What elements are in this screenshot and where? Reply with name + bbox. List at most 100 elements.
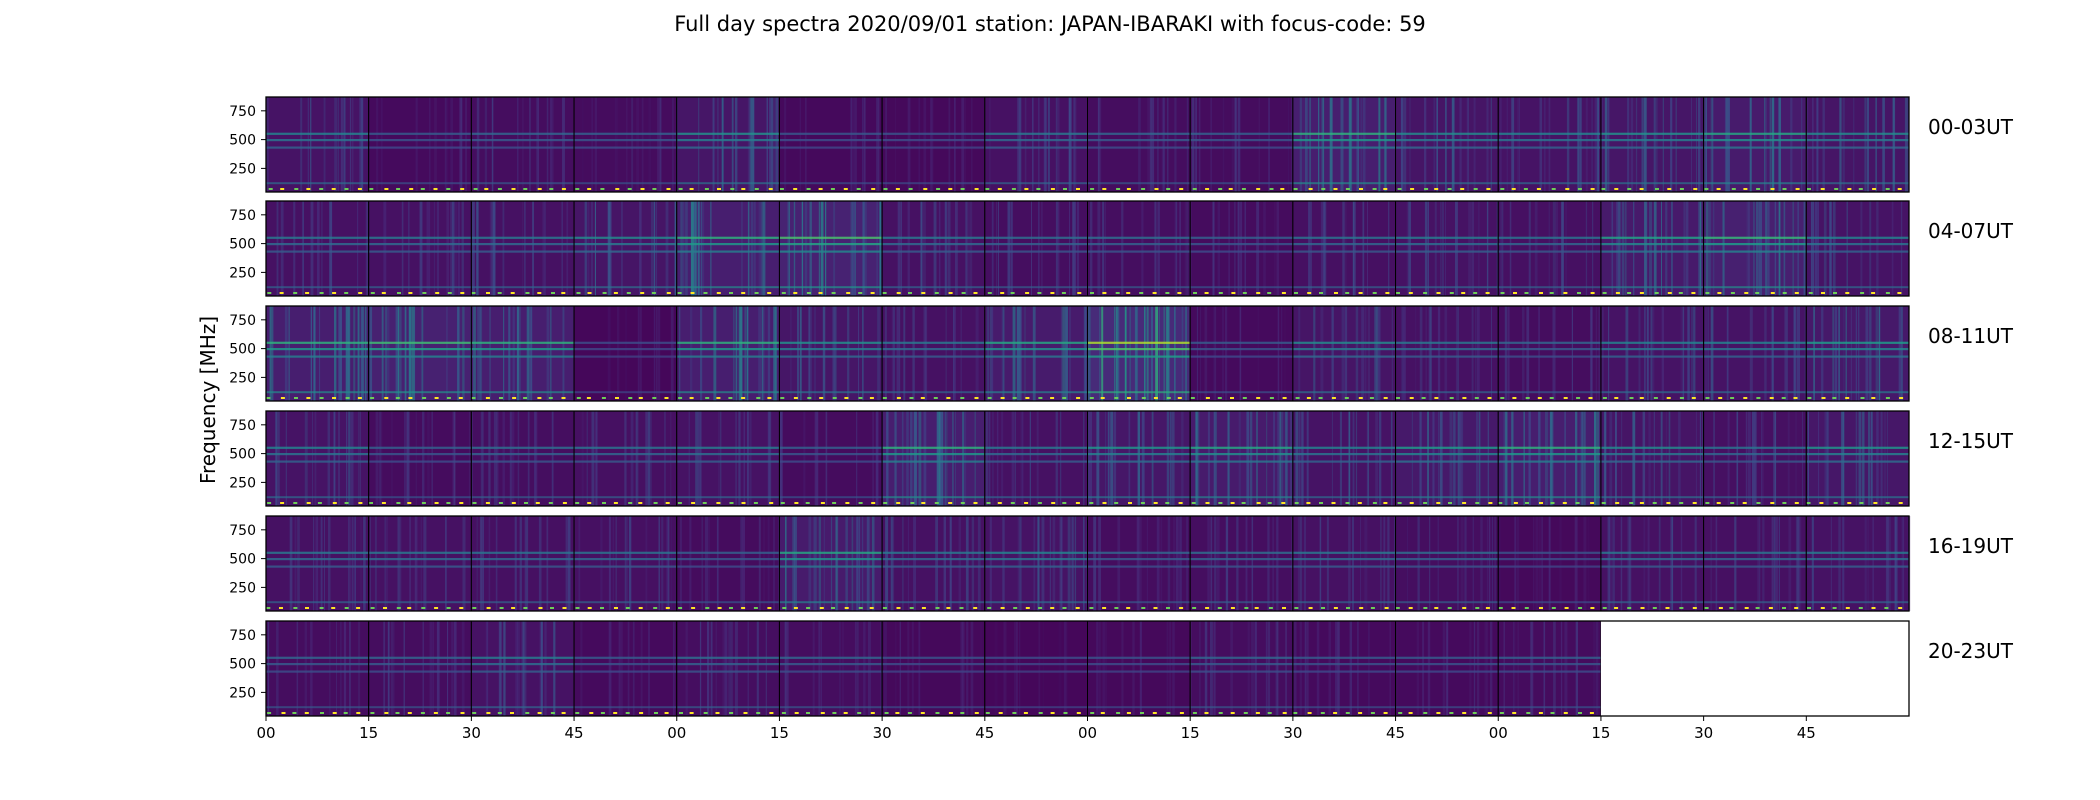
spectrum-marker (1423, 712, 1428, 714)
spectrum-marker (358, 292, 363, 294)
spectrum-marker (997, 502, 1002, 504)
spectrum-streak (1528, 201, 1530, 296)
spectrum-band (1395, 391, 1499, 394)
spectrum-band (779, 565, 883, 568)
spectrum-band (882, 146, 985, 149)
spectrum-marker (628, 397, 633, 399)
spectrum-streak (635, 411, 638, 506)
spectrum-streak (421, 306, 424, 401)
spectrum-marker (1653, 397, 1658, 399)
spectrum-streak (903, 306, 905, 401)
spectrum-streak (699, 411, 702, 506)
spectrum-streak (387, 621, 390, 716)
spectrum-band (984, 446, 1088, 449)
spectrum-marker (384, 188, 389, 190)
spectrum-streak (1345, 306, 1348, 401)
spectrum-marker (458, 397, 463, 399)
spectrum-streak (498, 621, 501, 716)
spectrum-band (471, 182, 575, 185)
spectrum-streak (1644, 201, 1646, 296)
spectrum-streak (1893, 97, 1896, 192)
spectrum-streak (1464, 516, 1466, 611)
spectrum-streak (347, 306, 351, 401)
spectrum-streak (1480, 516, 1483, 611)
spectrum-streak (801, 201, 803, 296)
spectrum-streak (1083, 516, 1085, 611)
spectrum-marker (383, 607, 387, 609)
spectrum-streak (688, 411, 690, 506)
spectrum-streak (1433, 97, 1435, 192)
spectrum-streak (626, 97, 628, 192)
spectrum-marker (561, 188, 566, 190)
spectrum-streak (482, 411, 484, 506)
spectrum-marker (1434, 607, 1439, 609)
spectrum-panel (984, 516, 1088, 611)
spectrum-band (984, 460, 1088, 463)
spectrum-marker (1153, 397, 1158, 399)
spectrum-marker (717, 607, 722, 609)
spectrum-marker (1845, 607, 1850, 609)
spectrum-streak (620, 621, 623, 716)
spectrum-band (882, 706, 985, 709)
spectrum-streak (1453, 411, 1456, 506)
spectrum-marker (1217, 607, 1222, 609)
spectrum-streak (1609, 516, 1612, 611)
spectrum-streak (991, 201, 994, 296)
spectrum-marker (1462, 397, 1467, 399)
spectrum-streak (471, 201, 475, 296)
spectrum-streak (679, 516, 682, 611)
spectrum-marker (1114, 502, 1119, 504)
spectrum-streak (923, 201, 926, 296)
spectrum-streak (1291, 97, 1293, 192)
spectrum-marker (397, 292, 401, 294)
spectrum-marker (279, 292, 284, 294)
spectrum-streak (1832, 306, 1834, 401)
spectrum-marker (1770, 292, 1775, 294)
spectrum-marker (1652, 607, 1657, 609)
spectrum-streak (1057, 201, 1060, 296)
spectrum-streak (1680, 306, 1684, 401)
spectrum-band (368, 236, 472, 239)
spectrum-streak (1254, 621, 1257, 716)
spectrum-streak (1599, 306, 1601, 401)
spectrum-marker (306, 397, 311, 399)
spectrum-streak (710, 621, 713, 716)
spectrum-band (1292, 182, 1396, 185)
row-label: 20-23UT (1928, 639, 2014, 663)
spectrum-streak (1285, 621, 1287, 716)
spectrum-streak (1620, 516, 1623, 611)
spectrum-streak (1057, 97, 1060, 192)
spectrum-band (1806, 146, 1909, 149)
spectrum-panel (1498, 306, 1601, 401)
spectrum-marker (305, 607, 309, 609)
spectrum-streak (1693, 306, 1696, 401)
spectrum-streak (516, 621, 520, 716)
spectrum-marker (1563, 292, 1568, 294)
spectrum-band (1806, 243, 1909, 246)
spectrum-streak (1379, 306, 1381, 401)
spectrum-band (1292, 460, 1396, 463)
spectrum-marker (1551, 607, 1556, 609)
spectrum-streak (913, 411, 917, 506)
spectrum-streak (1396, 621, 1398, 716)
spectrum-marker (1281, 292, 1286, 294)
spectrum-marker (1536, 188, 1541, 190)
spectrum-streak (586, 411, 588, 506)
spectrum-band (1395, 551, 1499, 554)
spectrum-band (574, 565, 677, 568)
spectrum-marker (1023, 712, 1028, 714)
spectrum-streak (1290, 411, 1293, 506)
spectrum-band (1395, 341, 1499, 344)
spectrum-streak (809, 201, 812, 296)
spectrum-streak (379, 411, 383, 506)
spectrum-streak (1236, 516, 1239, 611)
spectrum-band (1703, 601, 1807, 604)
spectrum-streak (1864, 516, 1867, 611)
spectrum-streak (1691, 97, 1692, 192)
spectrum-band (882, 601, 985, 604)
spectrum-streak (1814, 201, 1818, 296)
spectrum-marker (1050, 712, 1055, 714)
spectrum-streak (1552, 201, 1556, 296)
spectrum-marker (293, 292, 298, 294)
spectrum-band (1703, 460, 1807, 463)
